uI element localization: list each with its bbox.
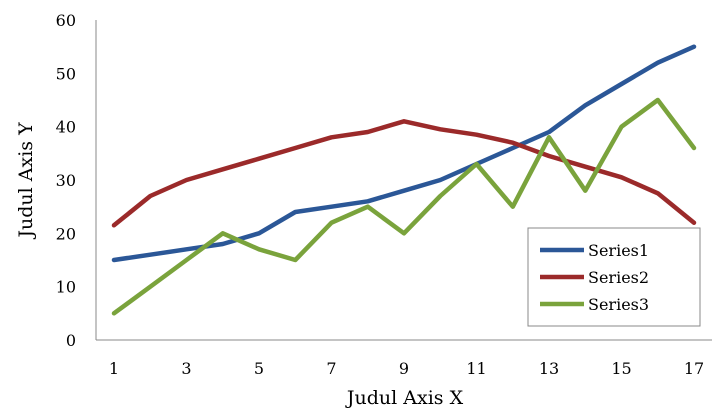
y-tick-label: 20 bbox=[56, 224, 76, 243]
x-axis-title: Judul Axis X bbox=[345, 387, 464, 409]
x-tick-label: 11 bbox=[466, 359, 486, 378]
y-tick-label: 10 bbox=[56, 278, 76, 297]
x-tick-label: 13 bbox=[539, 359, 559, 378]
x-tick-label: 15 bbox=[611, 359, 631, 378]
y-tick-label: 40 bbox=[56, 118, 76, 137]
legend-label: Series2 bbox=[588, 268, 649, 287]
y-tick-label: 60 bbox=[56, 11, 76, 30]
series-line-series3 bbox=[111, 97, 697, 316]
series-lines bbox=[111, 44, 697, 316]
y-tick-label: 0 bbox=[66, 331, 76, 350]
x-tick-label: 3 bbox=[181, 359, 191, 378]
legend-label: Series3 bbox=[588, 295, 649, 314]
series-line-series2 bbox=[111, 119, 697, 228]
x-tick-label: 17 bbox=[684, 359, 704, 378]
y-tick-label: 50 bbox=[56, 64, 76, 83]
x-tick-label: 7 bbox=[326, 359, 336, 378]
x-tick-labels: 1 3 5 7 9 11 13 15 17 bbox=[109, 359, 704, 378]
x-tick-label: 1 bbox=[109, 359, 119, 378]
y-axis-title: Judul Axis Y bbox=[15, 122, 37, 240]
y-tick-label: 30 bbox=[56, 171, 76, 190]
x-tick-label: 9 bbox=[399, 359, 409, 378]
x-tick-label: 5 bbox=[254, 359, 264, 378]
legend-label: Series1 bbox=[588, 241, 649, 260]
series-line-series1 bbox=[111, 44, 697, 263]
legend: Series1 Series2 Series3 bbox=[527, 227, 701, 327]
y-tick-labels: 0 10 20 30 40 50 60 bbox=[56, 11, 76, 350]
